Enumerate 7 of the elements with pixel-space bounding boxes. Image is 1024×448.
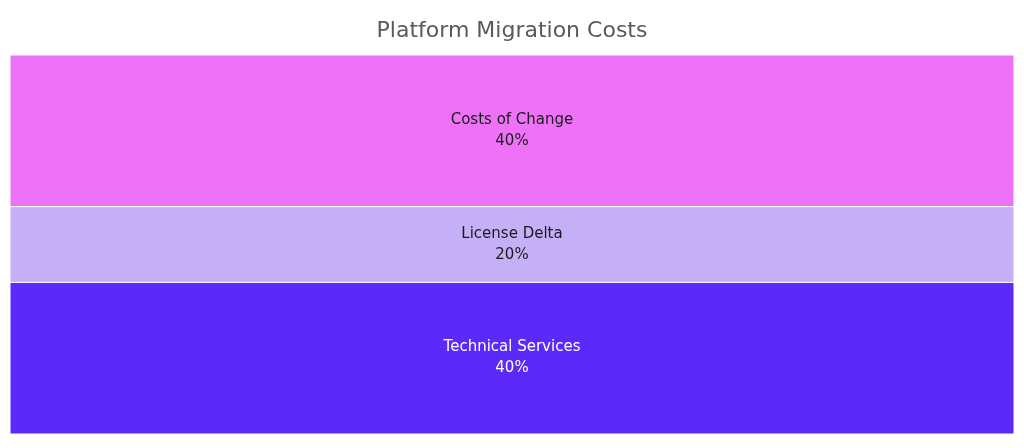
category-label: License Delta xyxy=(461,223,563,242)
category-label: Technical Services xyxy=(442,337,581,356)
text: Platform Migration Costs xyxy=(376,16,648,42)
data-label: 20% xyxy=(495,244,529,263)
data-label: 40% xyxy=(495,130,529,149)
data-label: 40% xyxy=(495,358,529,377)
category-label: Costs of Change xyxy=(450,109,574,128)
